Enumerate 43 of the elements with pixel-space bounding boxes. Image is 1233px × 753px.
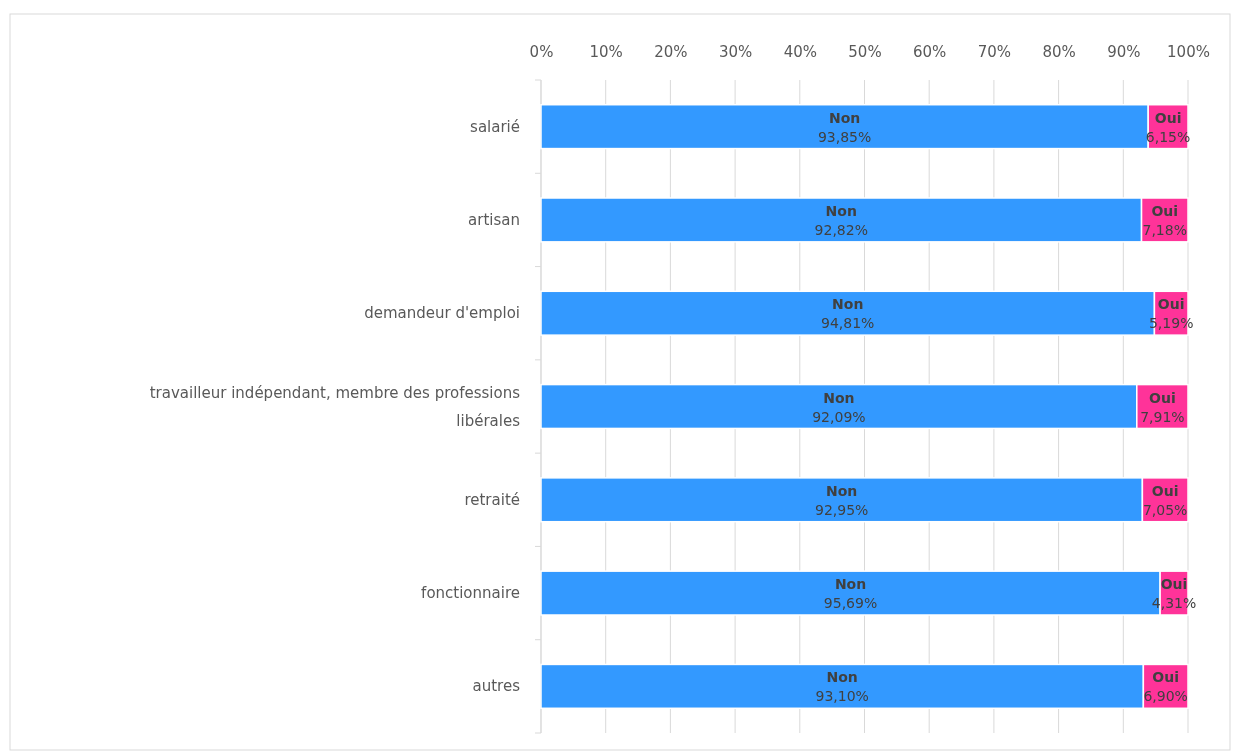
series-label: Non bbox=[826, 669, 858, 686]
data-label: 92,09% bbox=[812, 408, 866, 425]
x-tick-label: 10% bbox=[589, 43, 623, 61]
text: Non bbox=[825, 203, 857, 220]
y-tick-label: retraité bbox=[464, 490, 520, 509]
text: Non bbox=[823, 389, 855, 406]
x-tick-label: 100% bbox=[1167, 43, 1210, 61]
x-tick-label: 60% bbox=[913, 43, 947, 61]
data-label: 95,69% bbox=[823, 595, 878, 612]
text: Non bbox=[834, 576, 867, 593]
x-tick-label: 90% bbox=[1107, 43, 1141, 61]
x-tick-label: 80% bbox=[1042, 43, 1076, 61]
x-tick-label: 30% bbox=[718, 43, 753, 61]
data-label: 94,81% bbox=[821, 315, 875, 332]
text: Oui bbox=[1151, 482, 1179, 499]
y-tick-label: salarié bbox=[470, 117, 520, 136]
y-tick-label: fonctionnaire bbox=[421, 584, 520, 603]
data-label: 93,85% bbox=[817, 128, 872, 145]
text: Oui bbox=[1157, 296, 1185, 313]
y-tick-label: travailleur indépendant, membre des professions libérales bbox=[149, 383, 521, 430]
series-label: Oui bbox=[1160, 576, 1188, 593]
x-tick-label: 0% bbox=[529, 43, 554, 61]
text: Oui bbox=[1151, 203, 1179, 220]
text: Non bbox=[826, 482, 858, 499]
text: Non bbox=[828, 109, 861, 126]
data-label: 7,18% bbox=[1142, 222, 1188, 239]
text: Oui bbox=[1154, 109, 1182, 126]
text: Non bbox=[832, 296, 864, 313]
y-tick-label: demandeur d'emploi bbox=[364, 304, 520, 323]
data-label: 92,82% bbox=[814, 222, 868, 239]
data-label: 7,05% bbox=[1142, 501, 1188, 518]
y-tick-label: artisan bbox=[468, 210, 520, 229]
x-tick-label: 50% bbox=[848, 43, 882, 61]
text: Oui bbox=[1149, 389, 1176, 406]
x-tick-label: 20% bbox=[654, 43, 688, 61]
y-tick-label: autres bbox=[472, 677, 521, 696]
text: Oui bbox=[1152, 669, 1180, 686]
data-label: 93,10% bbox=[815, 688, 869, 705]
data-label: 7,91% bbox=[1140, 408, 1185, 425]
x-tick-label: 70% bbox=[977, 43, 1012, 61]
data-label: 92,95% bbox=[815, 501, 869, 518]
x-tick-label: 40% bbox=[783, 43, 817, 61]
data-label: 6,90% bbox=[1143, 688, 1188, 705]
